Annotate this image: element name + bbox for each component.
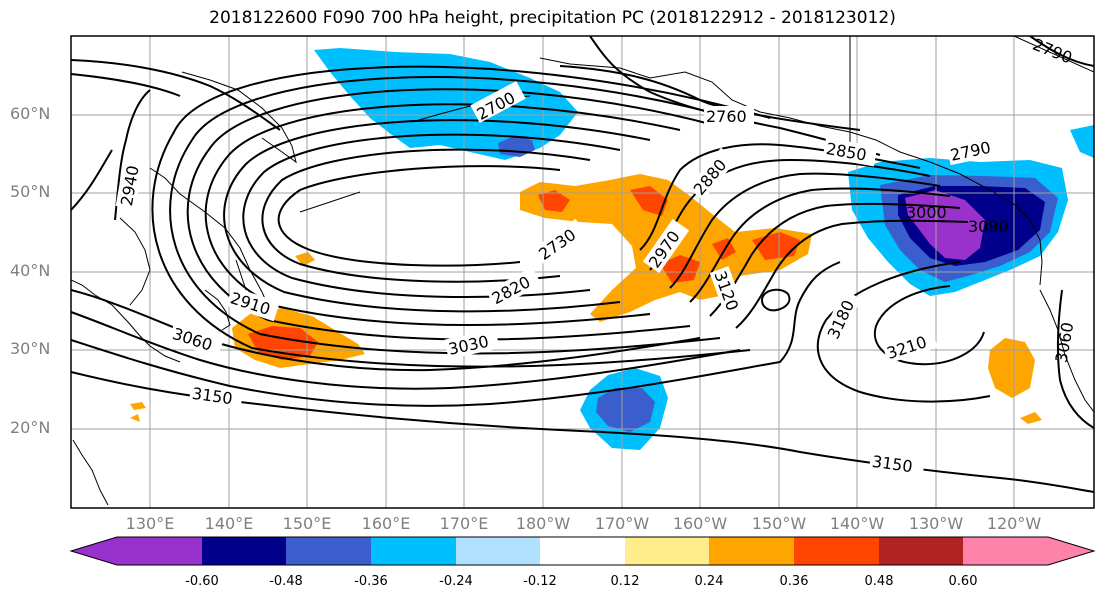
precip-small-1 — [295, 252, 315, 266]
colorbar-tick-label: 0.12 — [610, 574, 640, 589]
colorbar-tick-label: -0.60 — [185, 574, 219, 589]
contour-3060 — [71, 289, 701, 372]
colorbar-tick-label: 0.48 — [864, 574, 894, 589]
coastline-alaska — [539, 57, 1043, 286]
colorbar-tick-label: -0.48 — [269, 574, 303, 589]
colorbar-extend-min — [71, 537, 117, 565]
colorbar-segment — [709, 537, 794, 565]
coastline-kamchatka — [181, 71, 297, 164]
contour-west-2 — [71, 73, 181, 97]
contour-2760 — [559, 65, 861, 131]
colorbar-tick-label: 0.36 — [779, 574, 809, 589]
colorbar-segment — [963, 537, 1048, 565]
lat-label: 30°N — [10, 339, 51, 358]
lat-label: 50°N — [10, 182, 51, 201]
contour-ne-corner — [1029, 36, 1094, 429]
contour-inner-4 — [223, 119, 651, 313]
lon-label: 180°W — [515, 514, 571, 533]
precip-area-california — [988, 338, 1035, 398]
lat-label: 40°N — [10, 261, 51, 280]
lat-label: 20°N — [10, 418, 51, 437]
precip-area-gulf-max — [905, 190, 985, 260]
contour-inner-7 — [169, 76, 741, 355]
coastline-japan — [204, 259, 247, 331]
colorbar-segment — [117, 537, 202, 565]
colorbar-tick-label: 0.60 — [948, 574, 978, 589]
precip-core-3 — [660, 255, 700, 283]
lon-label: 140°W — [829, 514, 885, 533]
colorbar-segment — [879, 537, 963, 565]
lon-label: 170°W — [594, 514, 650, 533]
contour-inner-2 — [261, 148, 591, 283]
colorbar-segment — [625, 537, 709, 565]
coastline-namerica — [1039, 289, 1094, 413]
contour-small-circle — [760, 288, 791, 312]
contour-label: 3090 — [968, 217, 1009, 236]
contour-3180 — [816, 261, 991, 403]
contour-3210 — [873, 285, 985, 366]
lon-label: 130°W — [908, 514, 964, 533]
contour-2910 — [669, 172, 941, 289]
contour-3120 — [71, 261, 841, 407]
precip-small-4 — [1020, 412, 1042, 424]
colorbar-segment — [794, 537, 879, 565]
precip-small-2 — [130, 402, 146, 410]
precip-small-3 — [130, 414, 140, 422]
map-title: 2018122600 F090 700 hPa height, precipit… — [209, 8, 896, 28]
contour-3090 — [71, 311, 741, 390]
lon-label: 130°E — [125, 514, 175, 533]
contour-inner-1 — [277, 165, 561, 267]
colorbar-segment — [371, 537, 456, 565]
precip-core-tropics — [596, 388, 655, 432]
contour-2940 — [689, 187, 951, 303]
colorbar-segment — [540, 537, 625, 565]
contour-3000 — [735, 219, 969, 329]
colorbar-outline — [69, 536, 1096, 566]
colorbar-segment — [202, 537, 286, 565]
contour-inner-5 — [204, 103, 681, 326]
lon-label: 160°E — [361, 514, 411, 533]
colorbar-tick-label: 0.24 — [694, 574, 724, 589]
contour-outer-2940 — [71, 89, 151, 221]
contour-inner-8 — [151, 65, 771, 368]
lon-label: 120°W — [986, 514, 1042, 533]
colorbar-segment — [456, 537, 540, 565]
colorbar-tick-label: -0.24 — [439, 574, 473, 589]
colorbar-segment — [286, 537, 371, 565]
colorbar-extend-max — [1048, 537, 1094, 565]
precip-core-1 — [538, 190, 570, 212]
map-frame — [70, 35, 1095, 509]
contour-label: 3000 — [906, 203, 947, 222]
lon-label: 150°W — [751, 514, 807, 533]
contour-inner-3 — [242, 133, 621, 299]
precip-area-canada — [1070, 125, 1094, 158]
border-canada — [849, 36, 1094, 156]
lon-label: 140°E — [204, 514, 254, 533]
colorbar — [69, 536, 1096, 566]
lon-label: 170°E — [439, 514, 489, 533]
colorbar-tick-label: -0.36 — [354, 574, 388, 589]
lat-label: 60°N — [10, 104, 51, 123]
colorbar-tick-label: -0.12 — [523, 574, 557, 589]
contour-west-1 — [71, 59, 281, 131]
lon-label: 150°E — [282, 514, 332, 533]
lon-label: 160°W — [672, 514, 728, 533]
contour-label: 2760 — [706, 107, 747, 126]
contour-2970 — [709, 202, 961, 317]
